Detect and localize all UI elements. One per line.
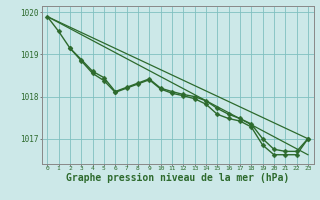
X-axis label: Graphe pression niveau de la mer (hPa): Graphe pression niveau de la mer (hPa) bbox=[66, 172, 289, 183]
